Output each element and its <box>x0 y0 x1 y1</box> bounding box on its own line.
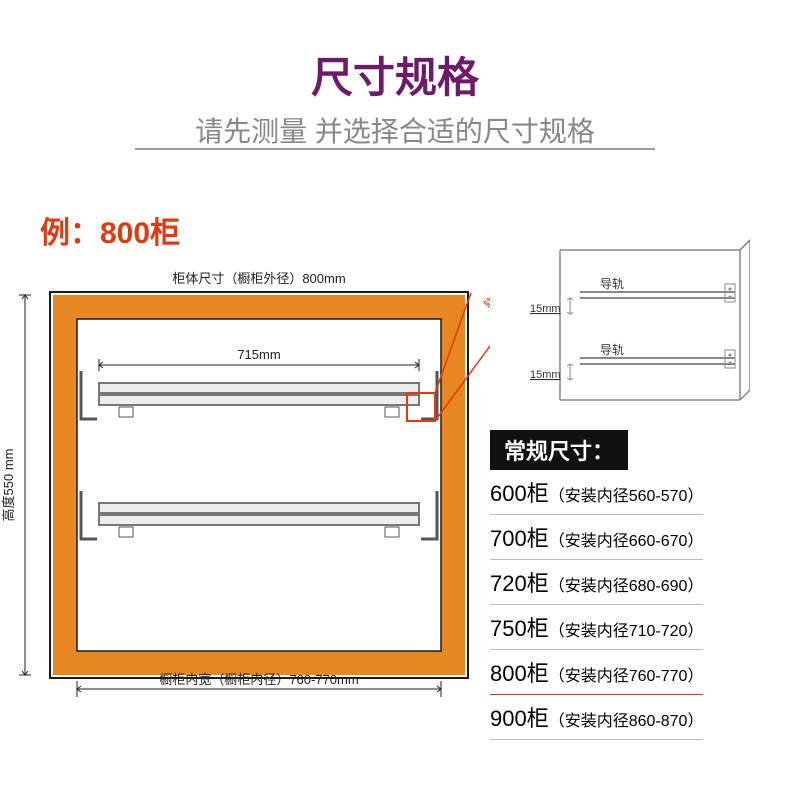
example-label: 例：800柜 <box>40 208 180 252</box>
svg-text:橱柜内宽（橱柜内径）760-770mm: 橱柜内宽（橱柜内径）760-770mm <box>159 672 358 687</box>
page-subtitle: 请先测量 并选择合适的尺寸规格 <box>0 110 790 150</box>
size-row: 750柜 （安装内径710-720） <box>490 605 703 650</box>
svg-text:柜体尺寸（橱柜外径）800mm: 柜体尺寸（橱柜外径）800mm <box>172 271 345 286</box>
title-divider <box>135 148 655 150</box>
size-cabinet: 700柜 <box>490 521 549 553</box>
size-cabinet: 720柜 <box>490 566 549 598</box>
size-row: 600柜 （安装内径560-570） <box>490 470 703 515</box>
size-range: （安装内径680-690） <box>549 572 704 596</box>
size-row: 700柜 （安装内径660-670） <box>490 515 703 560</box>
svg-text:导轨: 导轨 <box>600 343 624 357</box>
svg-text:高度550 mm: 高度550 mm <box>1 449 16 522</box>
page-title: 尺寸规格 <box>0 44 790 105</box>
svg-text:15mm: 15mm <box>530 303 561 315</box>
svg-text:导轨: 导轨 <box>600 277 624 291</box>
size-cabinet: 800柜 <box>490 656 549 688</box>
size-cabinet: 600柜 <box>490 476 549 508</box>
size-row: 800柜 （安装内径760-770） <box>490 650 703 695</box>
size-range: （安装内径760-770） <box>549 662 704 686</box>
svg-text:715mm: 715mm <box>237 347 280 362</box>
size-cabinet: 900柜 <box>490 701 549 733</box>
small-rail-diagram: 15mm 导轨 15mm 导轨 <box>490 230 750 410</box>
svg-text:轨道离外边15mm: 轨道离外边15mm <box>481 265 490 311</box>
size-table-header: 常规尺寸： <box>490 430 628 470</box>
size-range: （安装内径710-720） <box>549 617 704 641</box>
size-cabinet: 750柜 <box>490 611 549 643</box>
size-range: （安装内径660-670） <box>549 527 704 551</box>
size-table: 常规尺寸： 600柜 （安装内径560-570） 700柜 （安装内径660-6… <box>490 430 703 740</box>
cabinet-diagram: 柜体尺寸（橱柜外径）800mm 高度550 mm 橱柜内宽（橱柜内径）760-770… <box>0 265 490 785</box>
size-range: （安装内径860-870） <box>549 707 704 731</box>
size-row: 900柜 （安装内径860-870） <box>490 695 703 740</box>
svg-text:15mm: 15mm <box>530 369 561 381</box>
size-range: （安装内径560-570） <box>549 482 704 506</box>
size-row: 720柜 （安装内径680-690） <box>490 560 703 605</box>
